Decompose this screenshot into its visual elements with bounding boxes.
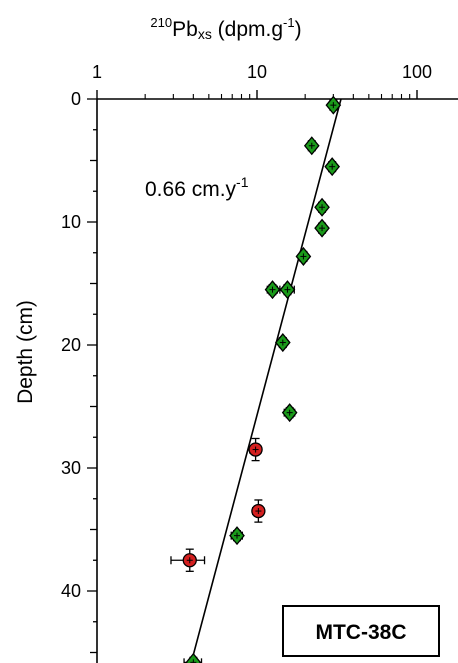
fit-line: [190, 98, 342, 663]
data-point-diamond: [324, 157, 341, 177]
x-axis-title-iso: 210: [150, 15, 172, 30]
x-tick-label: 1: [92, 62, 102, 82]
x-axis-title-unit: (dpm.g: [212, 18, 283, 41]
core-label-frame: [282, 605, 440, 657]
data-point-diamond: [281, 403, 298, 423]
diamond-marker: [185, 652, 202, 663]
x-axis-title-unit-close: ): [295, 18, 302, 41]
data-point-diamond: [183, 652, 203, 663]
data-point-diamond: [314, 197, 330, 217]
y-tick-label: 20: [61, 335, 81, 355]
y-tick-label: 40: [61, 581, 81, 601]
data-point-diamond: [229, 526, 245, 546]
data-points: [170, 95, 342, 663]
y-axis: 0 10 20 30 40: [61, 89, 98, 663]
data-point-circle: [251, 499, 266, 523]
core-label-box: MTC-38C: [282, 605, 440, 657]
rate-annotation: 0.66 cm.y-1: [145, 174, 249, 201]
data-point-diamond: [279, 280, 296, 300]
x-tick-label: 100: [402, 62, 432, 82]
x-axis: 1 10 100: [92, 62, 458, 100]
x-tick-label: 10: [247, 62, 267, 82]
y-axis-title: Depth (cm): [14, 300, 37, 404]
x-axis-title-unit-exp: -1: [283, 15, 295, 30]
x-axis-title: 210Pbxs (dpm.g-1): [150, 15, 301, 42]
rate-annotation-exp: -1: [236, 174, 249, 190]
data-point-diamond: [314, 218, 330, 238]
core-label-text: MTC-38C: [315, 621, 406, 644]
y-tick-label: 10: [61, 212, 81, 232]
data-point-circle: [248, 437, 263, 462]
data-point-diamond: [325, 95, 342, 115]
data-point-circle: [170, 548, 206, 572]
data-point-diamond: [295, 246, 312, 266]
data-point-diamond: [274, 333, 291, 353]
x-axis-title-main: Pb: [172, 18, 198, 41]
data-point-diamond: [264, 280, 281, 300]
rate-annotation-main: 0.66 cm.y: [145, 178, 237, 201]
x-axis-title-sub: xs: [198, 26, 212, 42]
data-point-diamond: [303, 136, 320, 156]
y-tick-label: 30: [61, 458, 81, 478]
y-tick-label: 0: [71, 89, 81, 109]
